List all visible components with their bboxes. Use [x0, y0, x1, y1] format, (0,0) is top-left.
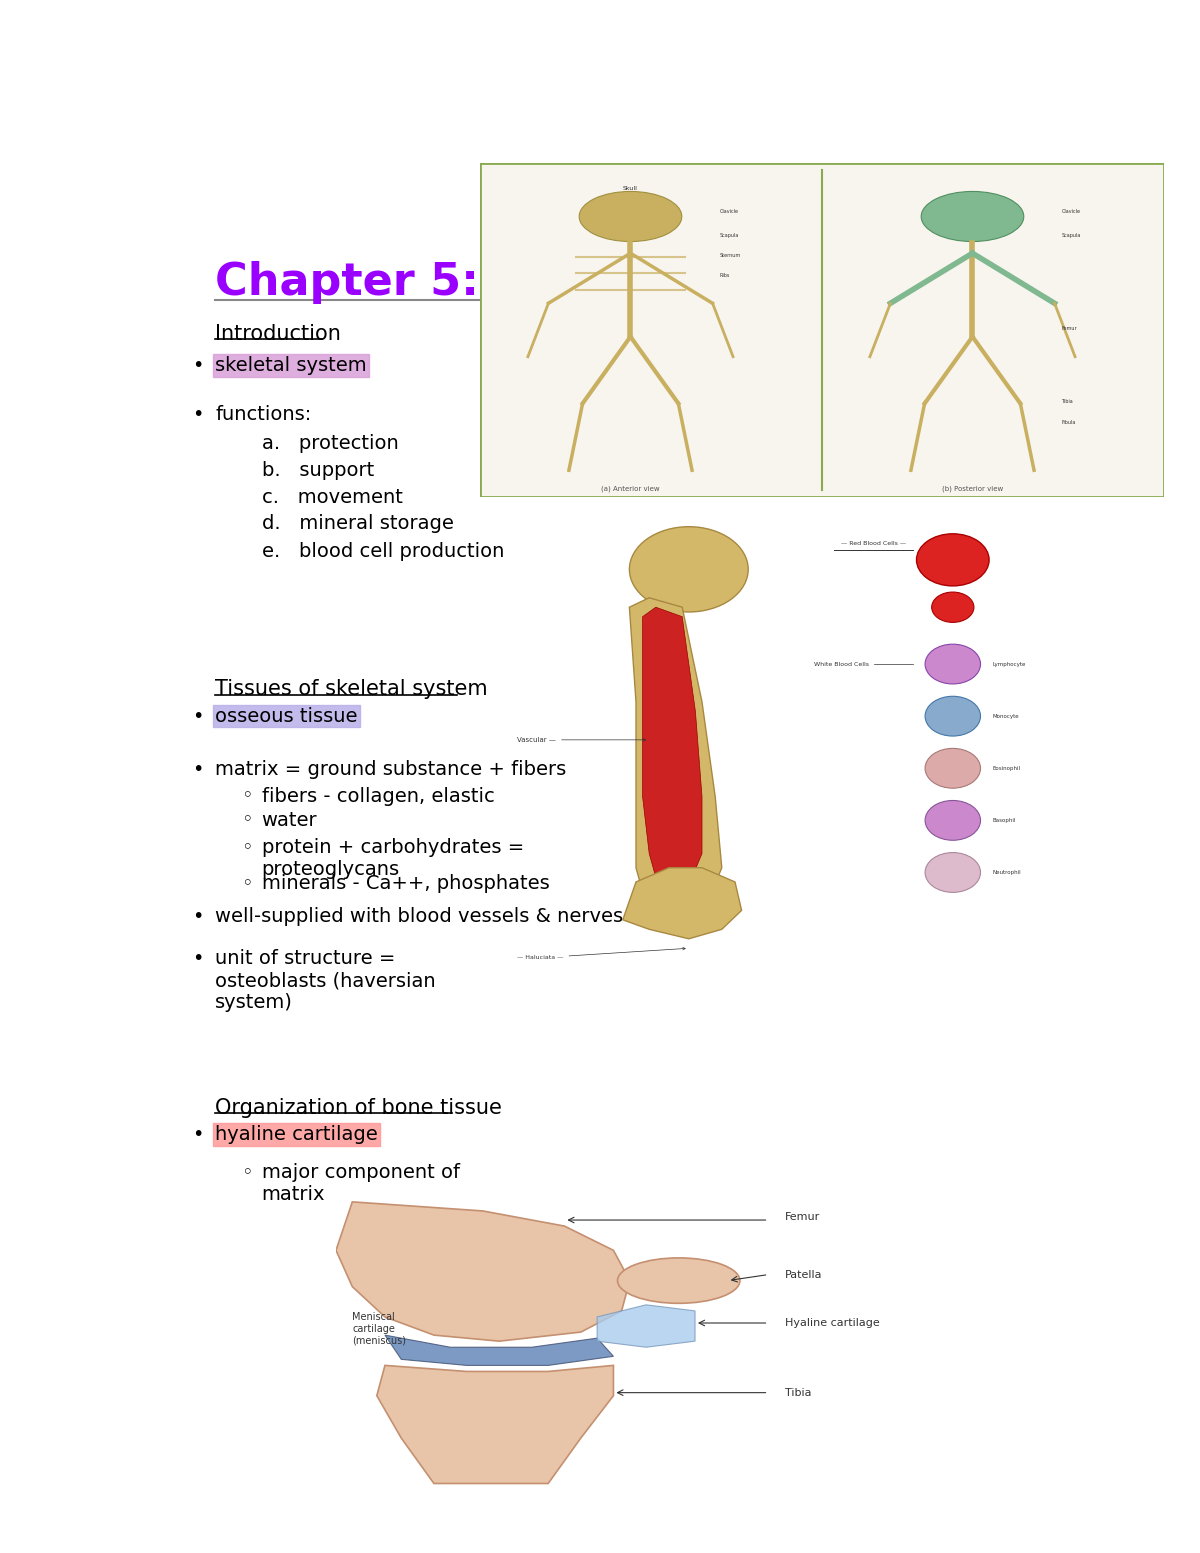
- Text: Tibia: Tibia: [785, 1388, 811, 1398]
- Text: Meniscal
cartilage
(meniscus): Meniscal cartilage (meniscus): [353, 1312, 407, 1345]
- Polygon shape: [385, 1336, 613, 1365]
- Text: White Blood Cells: White Blood Cells: [815, 662, 869, 666]
- Text: major component of
matrix: major component of matrix: [262, 1163, 460, 1204]
- Text: water: water: [262, 811, 317, 829]
- Circle shape: [922, 191, 1024, 242]
- Text: fibers - collagen, elastic: fibers - collagen, elastic: [262, 787, 494, 806]
- Text: Lymphocyte: Lymphocyte: [992, 662, 1026, 666]
- Text: •: •: [192, 405, 203, 424]
- Text: Clavicle: Clavicle: [1062, 210, 1080, 214]
- Text: ◦: ◦: [241, 811, 253, 829]
- Circle shape: [931, 592, 974, 623]
- Polygon shape: [629, 598, 722, 929]
- Circle shape: [925, 749, 980, 789]
- Text: Neutrophil: Neutrophil: [992, 870, 1021, 874]
- Text: Eosinophil: Eosinophil: [992, 766, 1020, 770]
- Polygon shape: [643, 607, 702, 901]
- Text: Femur: Femur: [785, 1211, 820, 1222]
- Text: Tissues of skeletal system: Tissues of skeletal system: [215, 679, 487, 699]
- Text: protein + carbohydrates =
proteoglycans: protein + carbohydrates = proteoglycans: [262, 839, 524, 879]
- Polygon shape: [336, 1202, 630, 1342]
- Text: a.   protection: a. protection: [262, 433, 398, 453]
- Circle shape: [925, 800, 980, 840]
- Text: •: •: [192, 1124, 203, 1145]
- Text: — Haluciata —: — Haluciata —: [517, 947, 685, 960]
- Text: Skull: Skull: [623, 186, 638, 191]
- Text: Introduction: Introduction: [215, 325, 341, 343]
- Text: Chapter 5: the skeletal system: Chapter 5: the skeletal system: [215, 261, 985, 303]
- Text: functions:: functions:: [215, 405, 311, 424]
- Circle shape: [618, 1258, 740, 1303]
- Text: (b) Posterior view: (b) Posterior view: [942, 485, 1003, 492]
- Text: minerals - Ca++, phosphates: minerals - Ca++, phosphates: [262, 874, 550, 893]
- Text: Monocyte: Monocyte: [992, 714, 1019, 719]
- Text: e.   blood cell production: e. blood cell production: [262, 542, 504, 561]
- Text: hyaline cartilage: hyaline cartilage: [215, 1124, 378, 1145]
- Text: ◦: ◦: [241, 839, 253, 857]
- Text: •: •: [192, 907, 203, 927]
- Text: Patella: Patella: [785, 1269, 822, 1280]
- Polygon shape: [377, 1365, 613, 1483]
- Text: Hyaline cartilage: Hyaline cartilage: [785, 1318, 880, 1328]
- Text: matrix = ground substance + fibers: matrix = ground substance + fibers: [215, 761, 566, 780]
- Circle shape: [917, 534, 989, 585]
- Text: Basophil: Basophil: [992, 818, 1015, 823]
- Text: Scapula: Scapula: [720, 233, 739, 238]
- Text: c.   movement: c. movement: [262, 488, 402, 506]
- Text: well-supplied with blood vessels & nerves: well-supplied with blood vessels & nerve…: [215, 907, 623, 927]
- Circle shape: [629, 526, 749, 612]
- Text: Clavicle: Clavicle: [720, 210, 738, 214]
- Text: unit of structure =
osteoblasts (haversian
system): unit of structure = osteoblasts (haversi…: [215, 949, 436, 1013]
- Text: •: •: [192, 761, 203, 780]
- Text: •: •: [192, 356, 203, 376]
- Text: ◦: ◦: [241, 1163, 253, 1182]
- Text: b.   support: b. support: [262, 461, 374, 480]
- Circle shape: [580, 191, 682, 242]
- Text: d.   mineral storage: d. mineral storage: [262, 514, 454, 533]
- Text: osseous tissue: osseous tissue: [215, 707, 358, 725]
- Circle shape: [925, 696, 980, 736]
- Text: Sternum: Sternum: [720, 253, 740, 258]
- Text: •: •: [192, 949, 203, 968]
- Text: — Red Blood Cells —: — Red Blood Cells —: [840, 540, 906, 545]
- Text: Scapula: Scapula: [1062, 233, 1081, 238]
- Circle shape: [925, 853, 980, 893]
- Text: (a) Anterior view: (a) Anterior view: [601, 485, 660, 492]
- Circle shape: [925, 644, 980, 683]
- Polygon shape: [598, 1305, 695, 1348]
- Text: Fibula: Fibula: [1062, 419, 1075, 424]
- Text: Organization of bone tissue: Organization of bone tissue: [215, 1098, 502, 1118]
- Polygon shape: [623, 868, 742, 938]
- Text: ◦: ◦: [241, 874, 253, 893]
- Text: Tibia: Tibia: [1062, 399, 1073, 404]
- FancyBboxPatch shape: [480, 163, 1164, 497]
- Text: Ribs: Ribs: [720, 273, 730, 278]
- Text: Vascular —: Vascular —: [517, 736, 646, 742]
- Text: ◦: ◦: [241, 787, 253, 806]
- Text: •: •: [192, 707, 203, 725]
- Text: Femur: Femur: [1062, 326, 1078, 331]
- Text: skeletal system: skeletal system: [215, 356, 367, 376]
